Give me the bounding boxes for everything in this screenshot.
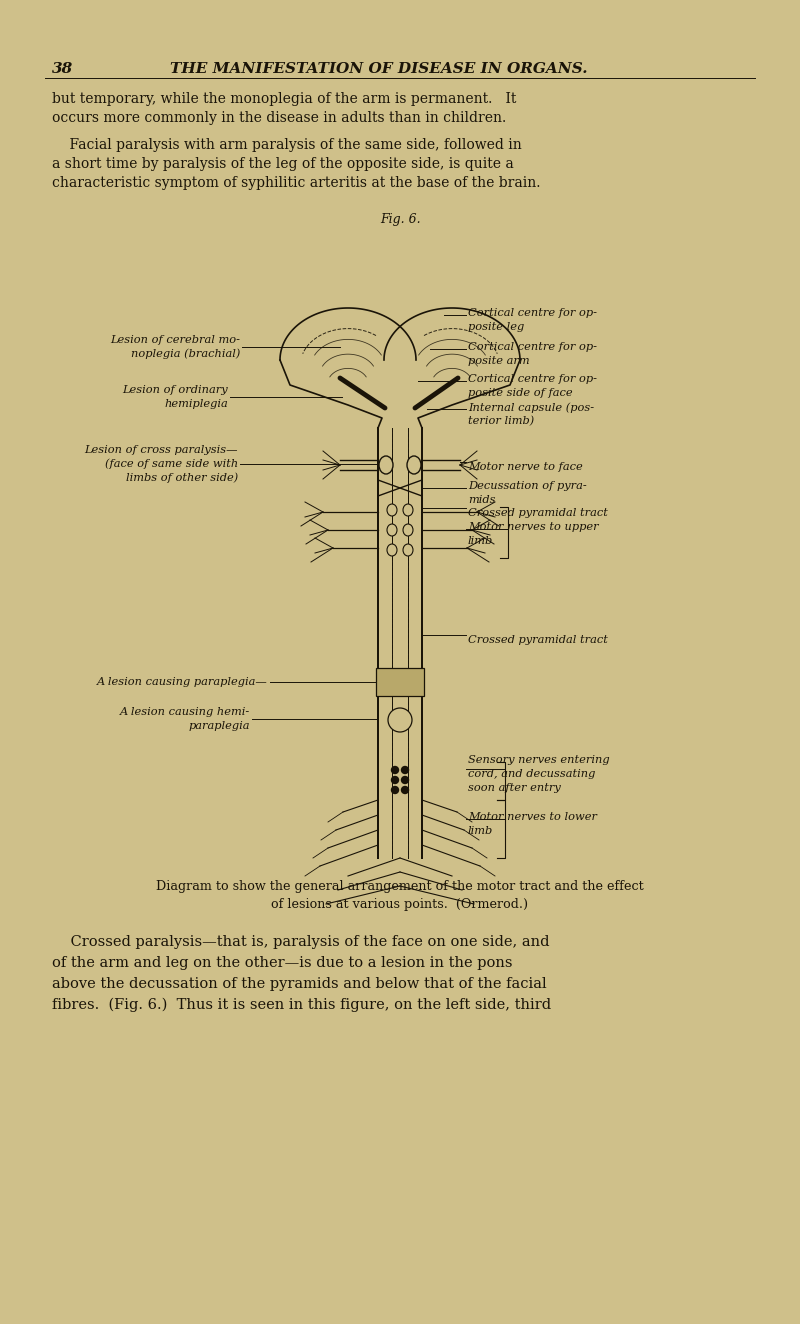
Text: of the arm and leg on the other—is due to a lesion in the pons: of the arm and leg on the other—is due t… <box>52 956 513 970</box>
Circle shape <box>388 708 412 732</box>
Circle shape <box>391 776 398 784</box>
Text: hemiplegia: hemiplegia <box>164 399 228 409</box>
Ellipse shape <box>403 504 413 516</box>
Text: Internal capsule (pos-: Internal capsule (pos- <box>468 402 594 413</box>
Circle shape <box>402 776 409 784</box>
Text: posite arm: posite arm <box>468 356 530 365</box>
Text: Cortical centre for op-: Cortical centre for op- <box>468 308 597 318</box>
Ellipse shape <box>387 504 397 516</box>
Text: Crossed pyramidal tract: Crossed pyramidal tract <box>468 508 608 518</box>
Text: Sensory nerves entering: Sensory nerves entering <box>468 755 610 765</box>
Text: (face of same side with: (face of same side with <box>105 458 238 469</box>
Text: limbs of other side): limbs of other side) <box>126 473 238 483</box>
Text: noplegia (brachial): noplegia (brachial) <box>130 348 240 359</box>
Ellipse shape <box>387 544 397 556</box>
Text: mids: mids <box>468 495 495 504</box>
Text: THE MANIFESTATION OF DISEASE IN ORGANS.: THE MANIFESTATION OF DISEASE IN ORGANS. <box>170 62 587 75</box>
Text: A lesion causing paraplegia—: A lesion causing paraplegia— <box>98 677 268 687</box>
Text: Facial paralysis with arm paralysis of the same side, followed in: Facial paralysis with arm paralysis of t… <box>52 138 522 152</box>
Ellipse shape <box>403 544 413 556</box>
Text: paraplegia: paraplegia <box>189 722 250 731</box>
Ellipse shape <box>403 524 413 536</box>
Text: Lesion of cerebral mo-: Lesion of cerebral mo- <box>110 335 240 346</box>
Circle shape <box>402 767 409 773</box>
Circle shape <box>402 786 409 793</box>
Text: Lesion of ordinary: Lesion of ordinary <box>122 385 228 395</box>
Text: posite leg: posite leg <box>468 322 524 332</box>
Text: characteristic symptom of syphilitic arteritis at the base of the brain.: characteristic symptom of syphilitic art… <box>52 176 541 191</box>
Text: but temporary, while the monoplegia of the arm is permanent.   It: but temporary, while the monoplegia of t… <box>52 91 516 106</box>
Text: A lesion causing hemi-: A lesion causing hemi- <box>120 707 250 718</box>
Text: limb: limb <box>468 536 494 545</box>
Text: Diagram to show the general arrangement of the motor tract and the effect: Diagram to show the general arrangement … <box>156 880 644 892</box>
Text: cord, and decussating: cord, and decussating <box>468 769 595 779</box>
Circle shape <box>391 786 398 793</box>
Text: a short time by paralysis of the leg of the opposite side, is quite a: a short time by paralysis of the leg of … <box>52 158 514 171</box>
Text: of lesions at various points.  (Ormerod.): of lesions at various points. (Ormerod.) <box>271 898 529 911</box>
Text: Lesion of cross paralysis—: Lesion of cross paralysis— <box>85 445 238 455</box>
Ellipse shape <box>379 455 393 474</box>
Text: Crossed paralysis—that is, paralysis of the face on one side, and: Crossed paralysis—that is, paralysis of … <box>52 935 550 949</box>
Text: Motor nerves to lower: Motor nerves to lower <box>468 812 597 822</box>
Text: Fig. 6.: Fig. 6. <box>380 213 420 226</box>
Text: fibres.  (Fig. 6.)  Thus it is seen in this figure, on the left side, third: fibres. (Fig. 6.) Thus it is seen in thi… <box>52 998 551 1013</box>
Circle shape <box>391 767 398 773</box>
Text: Cortical centre for op-: Cortical centre for op- <box>468 373 597 384</box>
Text: terior limb): terior limb) <box>468 416 534 426</box>
FancyBboxPatch shape <box>376 669 424 696</box>
Text: Decussation of pyra-: Decussation of pyra- <box>468 481 586 491</box>
Text: soon after entry: soon after entry <box>468 782 561 793</box>
Ellipse shape <box>407 455 421 474</box>
Text: Motor nerve to face: Motor nerve to face <box>468 462 582 471</box>
Text: Crossed pyramidal tract: Crossed pyramidal tract <box>468 636 608 645</box>
Text: posite side of face: posite side of face <box>468 388 573 399</box>
Ellipse shape <box>387 524 397 536</box>
Text: above the decussation of the pyramids and below that of the facial: above the decussation of the pyramids an… <box>52 977 546 990</box>
Text: limb: limb <box>468 826 494 835</box>
Text: 38: 38 <box>52 62 74 75</box>
Text: occurs more commonly in the disease in adults than in children.: occurs more commonly in the disease in a… <box>52 111 506 124</box>
Text: Cortical centre for op-: Cortical centre for op- <box>468 342 597 352</box>
Text: Motor nerves to upper: Motor nerves to upper <box>468 522 598 532</box>
